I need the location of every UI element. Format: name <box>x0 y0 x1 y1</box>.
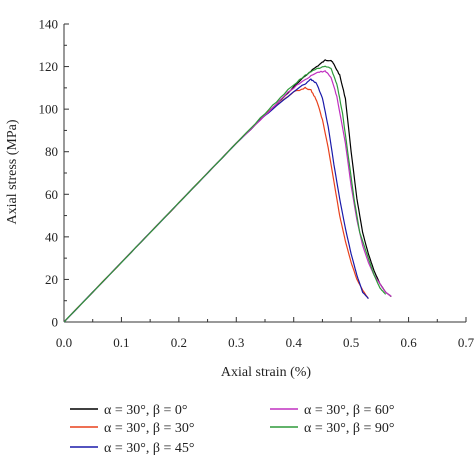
y-tick-label: 60 <box>45 187 58 202</box>
y-tick-label: 120 <box>39 59 59 74</box>
axes: 0 20 40 60 80 100 120 140 0.0 0.1 0.2 0.3 0.4 0.5 0.6 0… <box>39 17 474 351</box>
x-tick-label: 0.1 <box>113 335 129 350</box>
x-tick-label: 0.6 <box>400 335 417 350</box>
y-tick-label: 40 <box>45 229 58 244</box>
y-tick-label: 140 <box>39 17 59 32</box>
y-tick-label: 80 <box>45 144 58 159</box>
x-tick-label: 0.5 <box>343 335 359 350</box>
legend: α = 30°, β = 0° α = 30°, β = 30° α = 30°, … <box>70 403 394 456</box>
series-lines <box>63 59 392 323</box>
series-line-5 <box>63 65 387 323</box>
x-tick-label: 0.2 <box>171 335 187 350</box>
y-axis-title: Axial stress (MPa) <box>5 119 20 224</box>
legend-label: α = 30°, β = 0° <box>104 403 187 418</box>
x-tick-label: 0.0 <box>56 335 72 350</box>
x-tick-label: 0.3 <box>228 335 244 350</box>
y-tick-label: 0 <box>52 315 59 330</box>
legend-label: α = 30°, β = 60° <box>304 403 394 418</box>
legend-label: α = 30°, β = 45° <box>104 441 194 456</box>
legend-label: α = 30°, β = 90° <box>304 421 394 436</box>
y-tick-label: 100 <box>39 102 59 117</box>
legend-label: α = 30°, β = 30° <box>104 421 194 436</box>
x-tick-label: 0.4 <box>286 335 303 350</box>
y-tick-label: 20 <box>45 272 58 287</box>
x-axis-title: Axial strain (%) <box>221 365 312 380</box>
x-tick-label: 0.7 <box>458 335 474 350</box>
